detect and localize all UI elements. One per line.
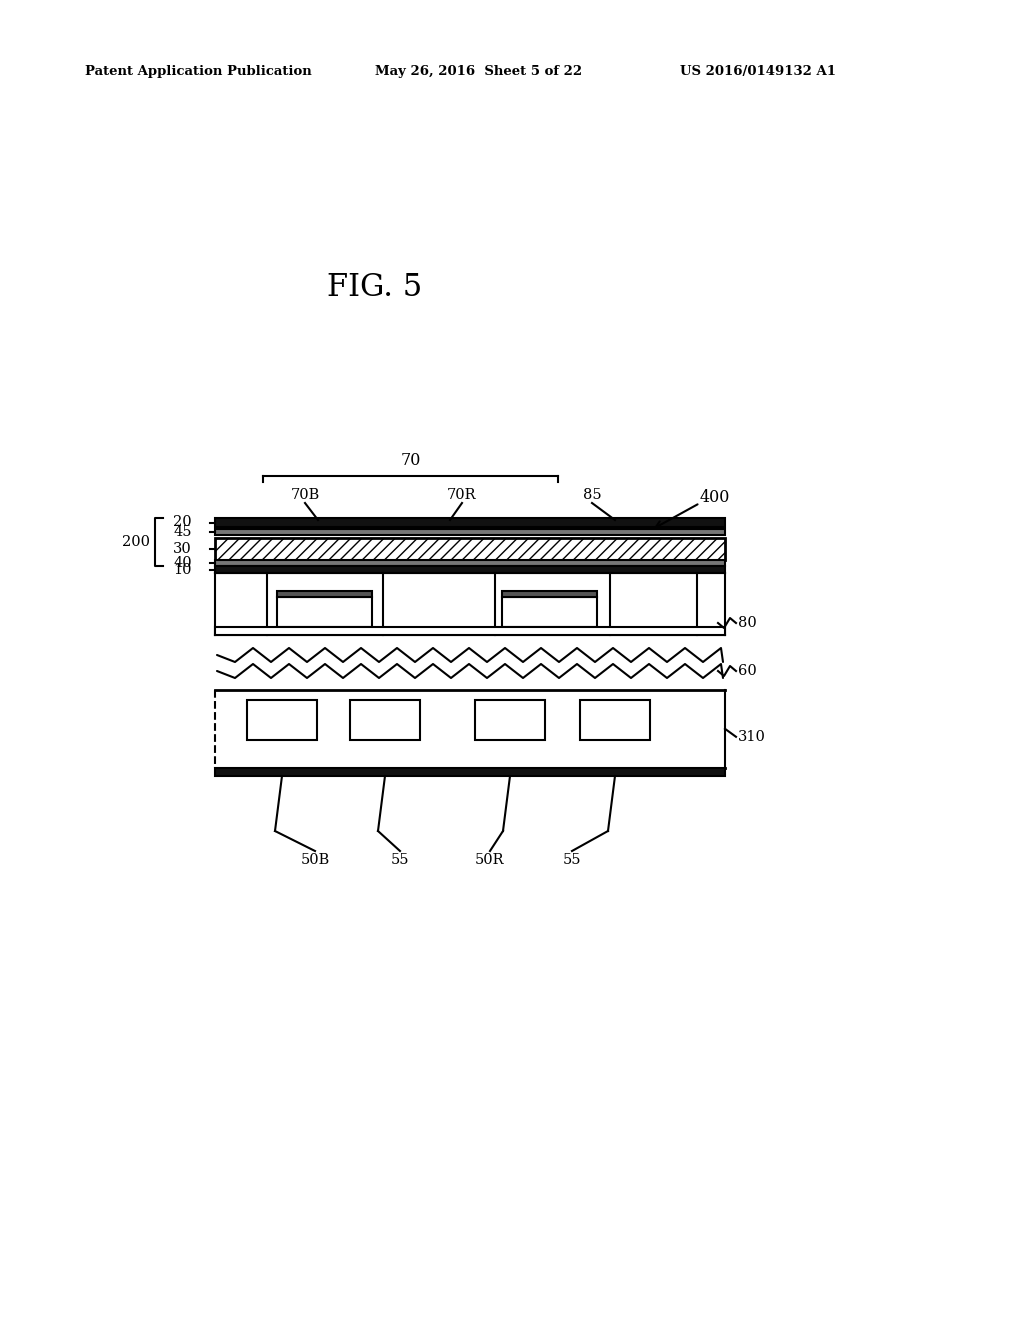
Bar [580, 700, 650, 741]
Text: US 2016/0149132 A1: US 2016/0149132 A1 [680, 66, 836, 78]
Text: FIG. 5: FIG. 5 [328, 272, 423, 304]
Bar [215, 768, 725, 776]
Text: 55: 55 [391, 853, 410, 867]
Text: 30: 30 [173, 543, 193, 556]
Bar [247, 700, 317, 741]
Text: 85: 85 [583, 488, 601, 502]
Text: 60: 60 [738, 664, 757, 678]
Text: 70: 70 [400, 451, 421, 469]
Text: 55: 55 [563, 853, 582, 867]
Bar [215, 517, 725, 527]
Text: 45: 45 [173, 525, 193, 539]
Bar [215, 560, 725, 566]
Bar [278, 591, 372, 597]
Bar [475, 700, 545, 741]
Bar [215, 566, 725, 573]
Text: May 26, 2016  Sheet 5 of 22: May 26, 2016 Sheet 5 of 22 [375, 66, 582, 78]
Text: 80: 80 [738, 616, 757, 630]
Bar [215, 539, 725, 560]
Text: 200: 200 [122, 535, 150, 549]
Bar [215, 529, 725, 535]
Text: 70B: 70B [291, 488, 319, 502]
Text: 400: 400 [700, 488, 730, 506]
Bar [350, 700, 420, 741]
Text: 70R: 70R [447, 488, 477, 502]
Text: 10: 10 [173, 562, 193, 577]
Text: 310: 310 [738, 730, 766, 743]
Bar [502, 597, 597, 627]
Text: Patent Application Publication: Patent Application Publication [85, 66, 311, 78]
Bar [502, 591, 597, 597]
Bar [215, 627, 725, 635]
Text: 50R: 50R [475, 853, 505, 867]
Bar [278, 597, 372, 627]
Text: 50B: 50B [300, 853, 330, 867]
Text: 20: 20 [173, 516, 193, 529]
Text: 40: 40 [173, 556, 193, 570]
